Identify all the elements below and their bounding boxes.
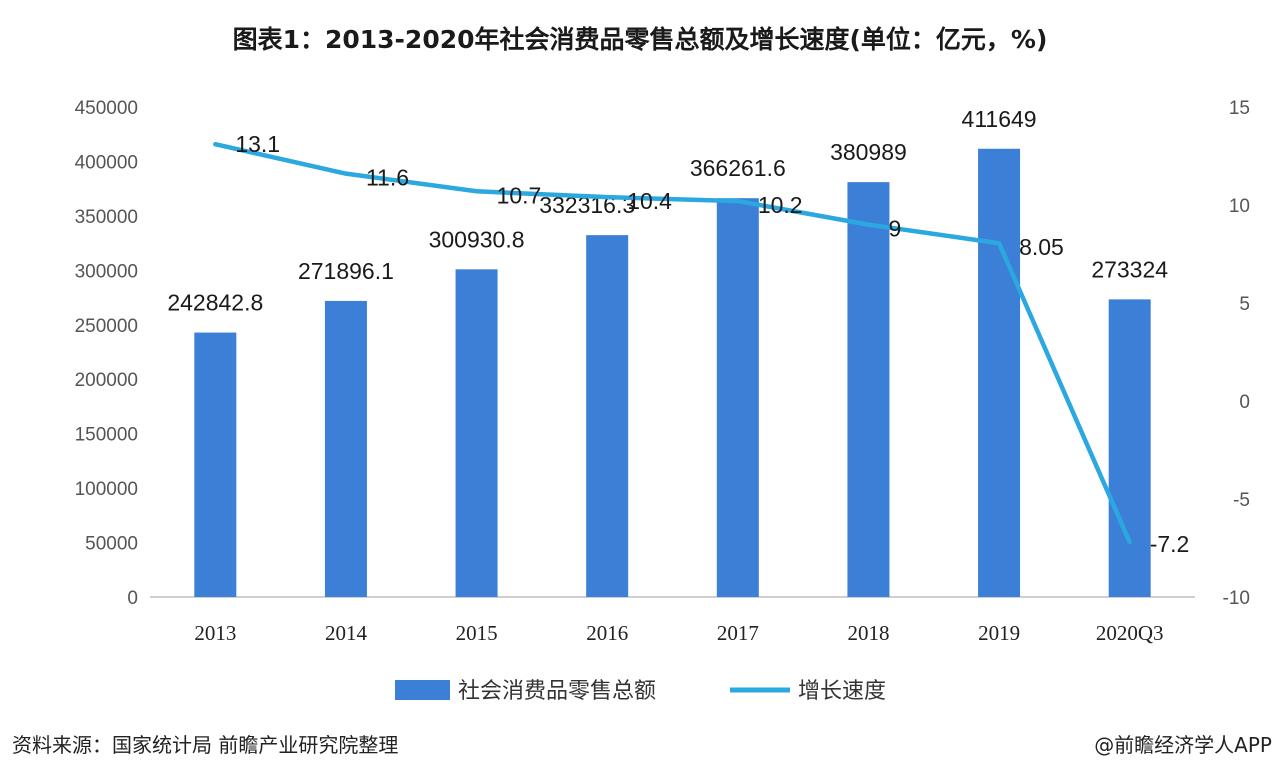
left-axis: 0 50000 100000 150000 200000 250000 300000 3500… bbox=[75, 98, 138, 609]
x-tick-label: 2016 bbox=[586, 621, 628, 645]
bar bbox=[1108, 299, 1151, 597]
bar bbox=[455, 269, 498, 597]
credit-note: @前瞻经济学人APP bbox=[1094, 733, 1272, 757]
line-value-label: 10.4 bbox=[627, 188, 672, 214]
line-labels: 13.1 11.6 10.7 10.4 10.2 9 8.05 -7.2 bbox=[235, 131, 1189, 557]
x-axis: 2013 2014 2015 2016 2017 2018 2019 2020Q3 bbox=[194, 621, 1163, 645]
left-tick-label: 300000 bbox=[75, 261, 138, 282]
right-axis: -10 -5 0 5 10 15 bbox=[1223, 98, 1250, 609]
legend-bar-label: 社会消费品零售总额 bbox=[458, 679, 656, 704]
right-tick-label: -5 bbox=[1233, 490, 1250, 511]
line-value-label: 9 bbox=[888, 216, 901, 242]
left-tick-label: 100000 bbox=[75, 479, 138, 500]
growth-line bbox=[213, 141, 1132, 545]
bar-value-label: 380989 bbox=[830, 139, 907, 165]
bar bbox=[978, 148, 1021, 597]
x-tick-label: 2017 bbox=[717, 621, 759, 645]
right-tick-label: 10 bbox=[1229, 196, 1250, 217]
source-note: 资料来源：国家统计局 前瞻产业研究院整理 bbox=[12, 733, 398, 757]
bar-value-label: 411649 bbox=[962, 106, 1037, 132]
bar bbox=[324, 300, 367, 597]
x-tick-label: 2015 bbox=[456, 621, 498, 645]
bar-value-label: 271896.1 bbox=[298, 258, 394, 284]
left-tick-label: 250000 bbox=[75, 316, 138, 337]
bar bbox=[716, 198, 759, 597]
legend-line-label: 增长速度 bbox=[798, 679, 886, 704]
left-tick-label: 0 bbox=[127, 588, 138, 609]
left-tick-label: 50000 bbox=[85, 534, 138, 555]
left-tick-label: 350000 bbox=[75, 207, 138, 228]
bar bbox=[847, 182, 890, 597]
right-tick-label: 0 bbox=[1239, 392, 1250, 413]
x-tick-label: 2013 bbox=[194, 621, 236, 645]
x-tick-label: 2018 bbox=[847, 621, 889, 645]
bar-series bbox=[194, 148, 1151, 597]
line-value-label: 10.7 bbox=[497, 182, 542, 208]
line-value-label: 10.2 bbox=[758, 192, 803, 218]
legend-bar-swatch bbox=[395, 680, 450, 700]
bar-value-label: 273324 bbox=[1091, 256, 1168, 282]
bar bbox=[586, 235, 629, 597]
left-tick-label: 400000 bbox=[75, 152, 138, 173]
chart-title: 图表1：2013-2020年社会消费品零售总额及增长速度(单位：亿元，%) bbox=[233, 25, 1048, 54]
right-tick-label: 5 bbox=[1239, 294, 1250, 315]
bar-value-label: 300930.8 bbox=[429, 226, 525, 252]
line-value-label: -7.2 bbox=[1150, 531, 1190, 557]
right-tick-label: 15 bbox=[1229, 98, 1250, 119]
legend: 社会消费品零售总额 增长速度 bbox=[395, 679, 886, 704]
x-tick-label: 2020Q3 bbox=[1096, 621, 1164, 645]
left-tick-label: 150000 bbox=[75, 425, 138, 446]
left-tick-label: 450000 bbox=[75, 98, 138, 119]
line-value-label: 8.05 bbox=[1019, 234, 1064, 260]
bar bbox=[194, 332, 237, 597]
line-value-label: 13.1 bbox=[235, 131, 280, 157]
x-tick-label: 2019 bbox=[978, 621, 1020, 645]
bar-value-label: 366261.6 bbox=[690, 155, 786, 181]
line-value-label: 11.6 bbox=[366, 165, 409, 191]
bar-value-label: 242842.8 bbox=[167, 290, 263, 316]
right-tick-label: -10 bbox=[1223, 588, 1250, 609]
left-tick-label: 200000 bbox=[75, 370, 138, 391]
x-tick-label: 2014 bbox=[325, 621, 368, 645]
